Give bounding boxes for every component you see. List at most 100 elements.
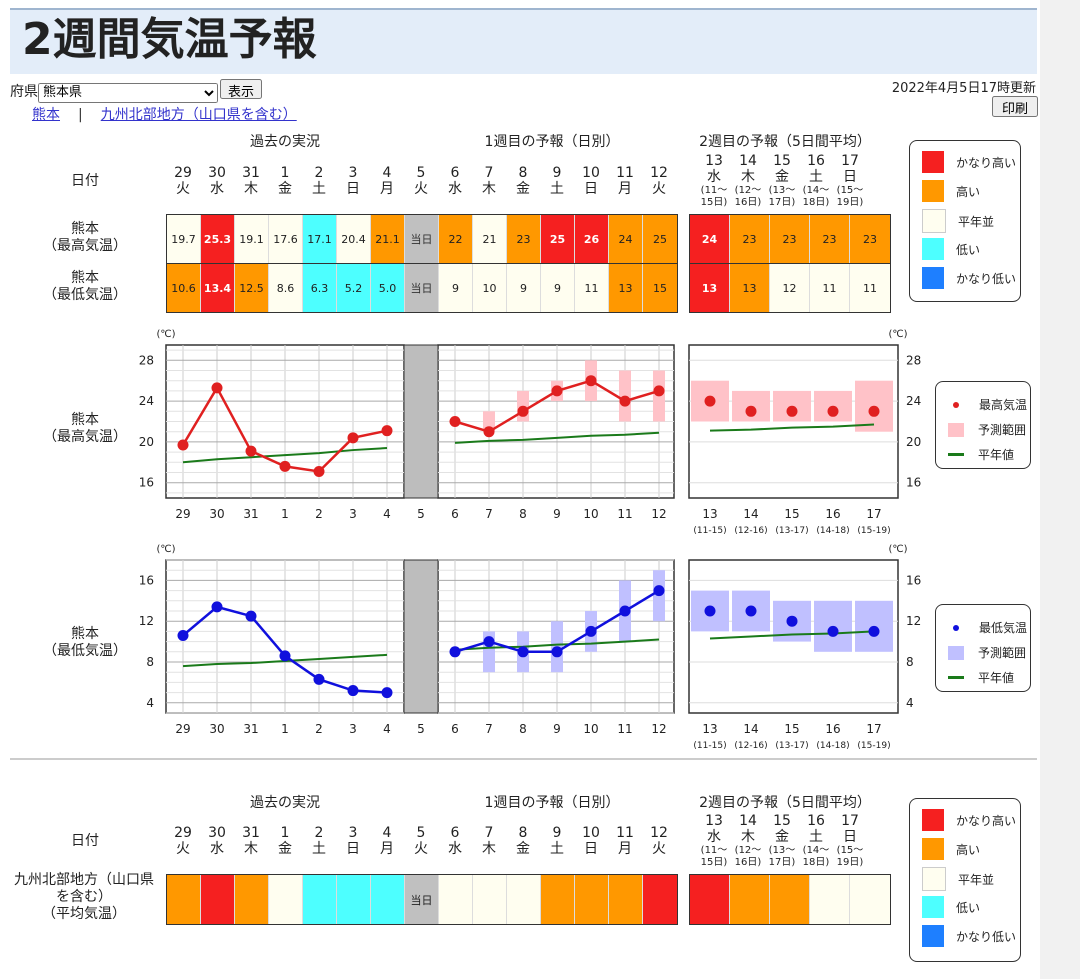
date-weekday: 木 xyxy=(244,841,258,857)
temp-cell: 10.6 xyxy=(167,264,201,312)
date-day: 14 xyxy=(739,153,757,169)
date-weekday: 土 xyxy=(312,181,326,197)
x-tick: 31 xyxy=(243,507,258,521)
temp-cell: 25.3 xyxy=(201,215,235,263)
date-day: 1 xyxy=(280,165,290,181)
x-tick: 2 xyxy=(315,507,323,521)
temp-cell: 24 xyxy=(690,215,730,263)
data-point-week2 xyxy=(868,405,880,417)
class-legend-item: かなり低い xyxy=(922,925,1016,947)
temp-cell xyxy=(371,875,405,924)
date-day: 30 xyxy=(208,165,226,181)
prefecture-select[interactable]: 熊本県 xyxy=(38,82,218,103)
data-point xyxy=(517,405,529,417)
date-weekday: 月 xyxy=(380,181,394,197)
date-weekday: 木 xyxy=(741,169,755,185)
class-legend-item: 低い xyxy=(922,238,980,260)
date-day: 31 xyxy=(242,165,260,181)
date-col: 31 木 xyxy=(234,825,268,857)
date-day: 11 xyxy=(616,825,634,841)
x-tick: 1 xyxy=(281,507,289,521)
temp-cell: 9 xyxy=(541,264,575,312)
max-row-label: 熊本 （最高気温） xyxy=(30,221,140,255)
y-tick-left: 16 xyxy=(139,476,154,490)
data-point xyxy=(449,416,461,427)
normal-line-week2 xyxy=(709,423,875,432)
x-tick-range: (14-18) xyxy=(816,741,849,751)
date-range-start: (13〜 xyxy=(768,845,796,856)
region-row-label-3: （平均気温） xyxy=(42,906,126,922)
temp-cell: 当日 xyxy=(405,215,439,263)
max-temp-cells: 19.7 25.3 19.1 17.6 17.1 20.4 21.1 当日 22 21 23 25 26… xyxy=(166,214,678,264)
section-week2: 2週目の予報（5日間平均） xyxy=(699,134,871,150)
date-col-week2: 14 木 (12〜 16日) xyxy=(731,813,765,869)
region-link[interactable]: 九州北部地方（山口県を含む） xyxy=(100,107,297,123)
class-swatch xyxy=(922,180,944,202)
x-tick: 31 xyxy=(243,722,258,736)
temp-cell: 9 xyxy=(439,264,473,312)
date-weekday: 水 xyxy=(210,181,224,197)
date-day: 7 xyxy=(484,825,494,841)
class-legend-label: かなり高い xyxy=(956,813,1017,828)
x-tick-week2: 17 xyxy=(866,722,881,736)
scrollbar[interactable] xyxy=(1040,0,1080,979)
data-point xyxy=(211,382,223,394)
x-tick: 6 xyxy=(451,722,459,736)
date-col: 12 火 xyxy=(642,825,676,857)
y-tick-left: 4 xyxy=(146,696,154,710)
unit-label-right: (℃) xyxy=(888,329,907,340)
date-weekday: 月 xyxy=(618,841,632,857)
chart-legend-max: 最高気温 予測範囲 平年値 xyxy=(935,381,1031,469)
print-button[interactable]: 印刷 xyxy=(992,96,1039,117)
date-label: 日付 xyxy=(71,173,99,189)
data-point xyxy=(653,585,665,597)
data-point xyxy=(483,636,495,648)
y-tick-left: 28 xyxy=(139,353,154,367)
temp-cell: 23 xyxy=(770,215,810,263)
class-swatch xyxy=(922,867,946,891)
min-row-label-place: 熊本 xyxy=(71,270,99,286)
chart-max-label: 熊本 （最高気温） xyxy=(30,412,140,446)
data-point xyxy=(551,385,563,397)
data-point xyxy=(245,445,257,457)
date-day: 7 xyxy=(484,165,494,181)
date-weekday: 火 xyxy=(652,181,666,197)
date-weekday: 日 xyxy=(843,829,857,845)
date-day: 15 xyxy=(773,813,791,829)
date-weekday: 金 xyxy=(516,181,530,197)
data-point xyxy=(211,601,223,613)
data-point xyxy=(279,650,291,662)
local-link[interactable]: 熊本 xyxy=(32,107,60,123)
y-tick-left: 16 xyxy=(139,573,154,587)
data-point xyxy=(177,629,189,641)
x-tick: 6 xyxy=(451,507,459,521)
area-links: 熊本 | 九州北部地方（山口県を含む） xyxy=(32,104,297,124)
date-day: 11 xyxy=(616,165,634,181)
y-tick-left: 20 xyxy=(139,435,154,449)
x-tick: 30 xyxy=(209,507,224,521)
x-tick: 5 xyxy=(417,507,425,521)
date-range-end: 18日) xyxy=(802,857,830,868)
normal-line-week1 xyxy=(454,431,660,444)
date-day: 1 xyxy=(280,825,290,841)
date-col: 10 日 xyxy=(574,825,608,857)
x-tick: 4 xyxy=(383,722,391,736)
chart-legend-label: 最低気温 xyxy=(979,621,1028,635)
chart-legend-label: 平年値 xyxy=(978,448,1015,462)
show-button[interactable]: 表示 xyxy=(220,79,263,100)
x-tick: 4 xyxy=(383,507,391,521)
data-point-week2 xyxy=(827,625,839,637)
normal-line-week1 xyxy=(454,638,660,651)
chart-legend-label: 予測範囲 xyxy=(978,423,1027,437)
x-tick-range: (13-17) xyxy=(775,741,808,751)
date-weekday: 日 xyxy=(584,181,598,197)
min-row-label-kind: （最低気温） xyxy=(43,287,127,303)
date-range-start: (14〜 xyxy=(802,845,830,856)
date-day: 10 xyxy=(582,165,600,181)
y-tick-left: 24 xyxy=(139,394,154,408)
x-tick-range: (15-19) xyxy=(857,526,890,536)
class-legend-label: 高い xyxy=(956,842,981,857)
date-weekday: 木 xyxy=(741,829,755,845)
